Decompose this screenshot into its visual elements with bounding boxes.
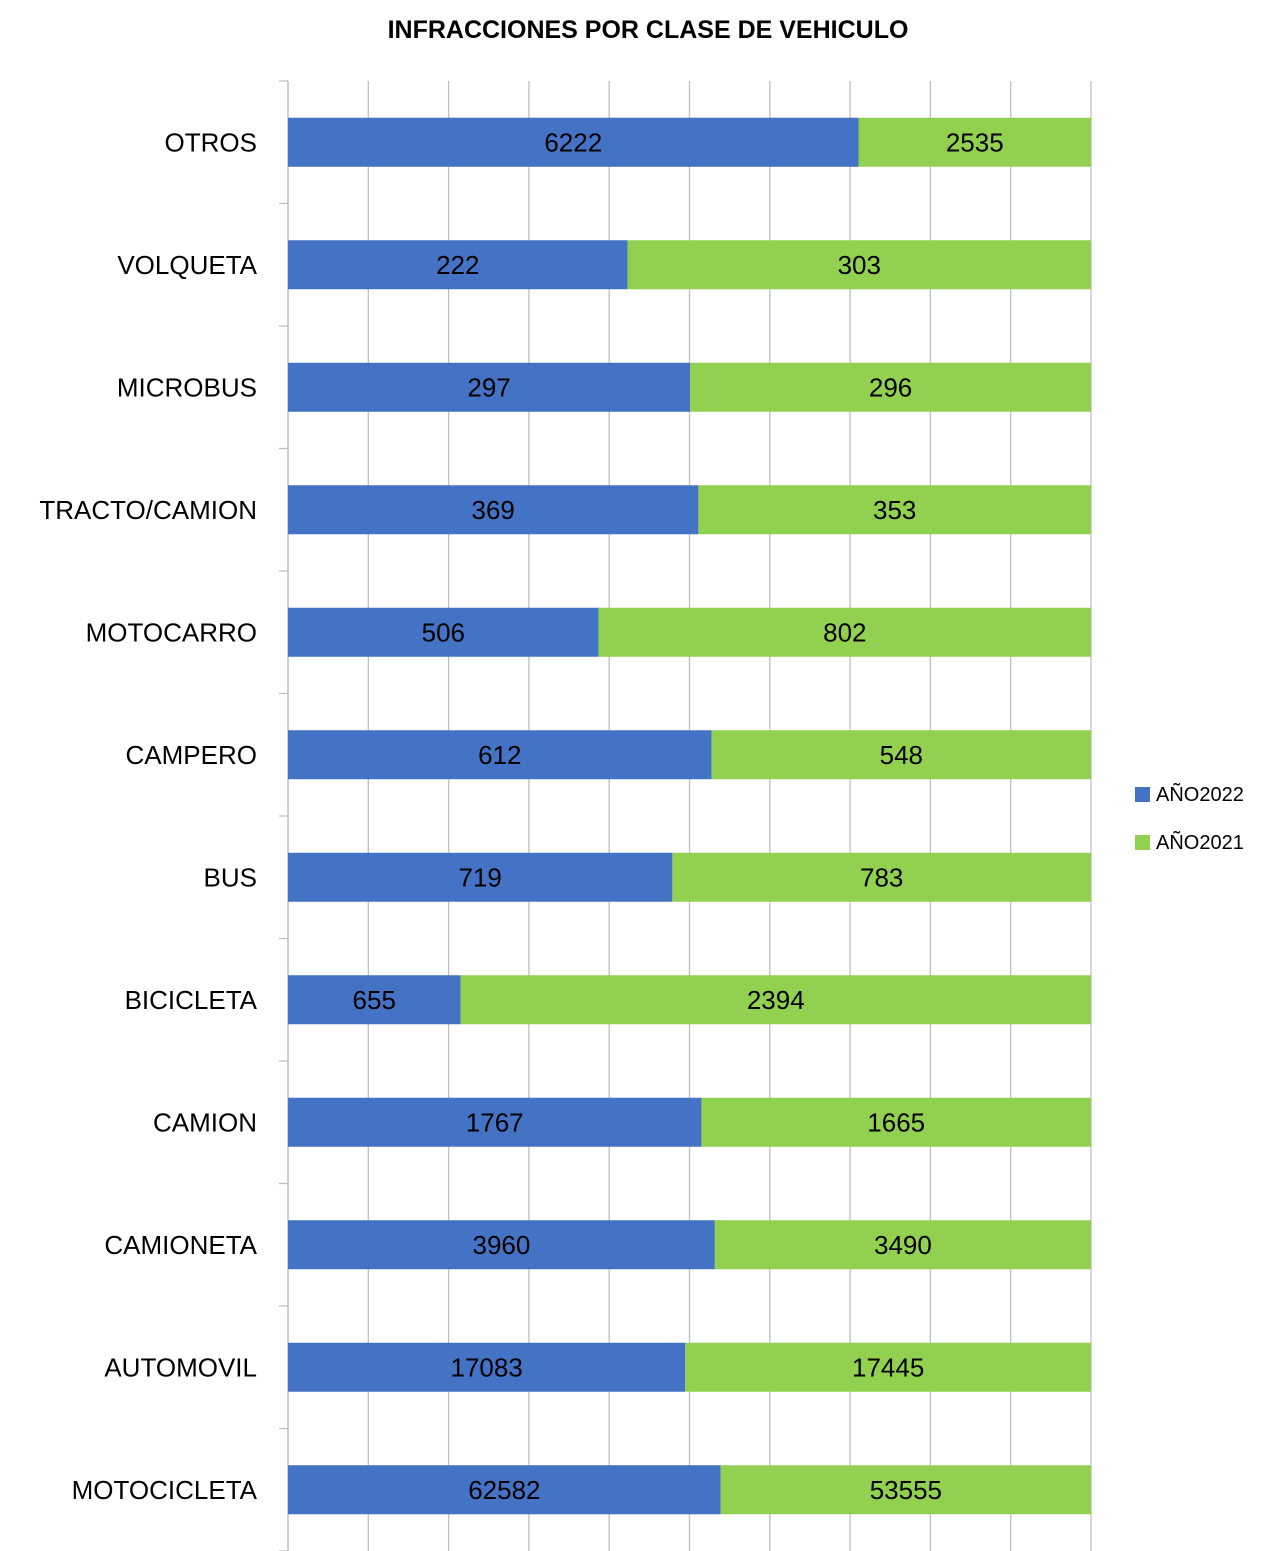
bar-segment bbox=[690, 362, 1091, 412]
category-label: MOTOCICLETA bbox=[72, 1475, 258, 1505]
category-label: CAMION bbox=[153, 1107, 257, 1137]
legend-label: AÑO2022 bbox=[1156, 782, 1244, 806]
data-label: 3490 bbox=[874, 1230, 932, 1260]
bar-segment bbox=[672, 852, 1091, 902]
category-label: AUTOMOVIL bbox=[104, 1352, 257, 1382]
bar-segment bbox=[711, 730, 1091, 780]
bar-segment bbox=[288, 1342, 686, 1392]
bar-segment bbox=[685, 1342, 1091, 1392]
bar-segment bbox=[288, 975, 461, 1025]
labels-layer: 6222 2535 OTROS 222 303 VOLQUETA 297 296 MICROBU… bbox=[39, 127, 1003, 1505]
category-label: CAMPERO bbox=[126, 740, 257, 770]
category-label: BICICLETA bbox=[125, 985, 258, 1015]
data-label: 53555 bbox=[870, 1475, 942, 1505]
data-label: 62582 bbox=[468, 1475, 540, 1505]
data-label: 1767 bbox=[466, 1107, 524, 1137]
legend-label: AÑO2021 bbox=[1156, 830, 1244, 854]
data-label: 1665 bbox=[867, 1107, 925, 1137]
chart-title: INFRACCIONES POR CLASE DE VEHICULO bbox=[388, 16, 909, 44]
bar-segment bbox=[288, 362, 691, 412]
data-label: 612 bbox=[478, 740, 521, 770]
data-label: 17083 bbox=[450, 1352, 522, 1382]
bar-segment bbox=[288, 852, 673, 902]
legend: AÑO2022 AÑO2021 bbox=[1135, 782, 1244, 854]
data-label: 369 bbox=[472, 495, 515, 525]
data-label: 303 bbox=[838, 250, 881, 280]
bars-layer bbox=[288, 117, 1091, 1515]
bar-segment bbox=[598, 607, 1091, 657]
bar-segment bbox=[720, 1465, 1091, 1515]
data-label: 2394 bbox=[747, 985, 805, 1015]
bar-segment bbox=[288, 1097, 702, 1147]
category-label: MOTOCARRO bbox=[86, 617, 257, 647]
category-label: BUS bbox=[204, 862, 257, 892]
data-label: 222 bbox=[436, 250, 479, 280]
data-label: 353 bbox=[873, 495, 916, 525]
data-label: 297 bbox=[467, 372, 510, 402]
bar-segment bbox=[698, 485, 1091, 535]
category-label: MICROBUS bbox=[117, 372, 257, 402]
bar-segment bbox=[858, 117, 1091, 167]
bar-segment bbox=[627, 240, 1091, 290]
legend-swatch bbox=[1135, 787, 1150, 802]
bar-segment bbox=[288, 730, 712, 780]
data-label: 548 bbox=[880, 740, 923, 770]
category-label: VOLQUETA bbox=[117, 250, 257, 280]
category-label: TRACTO/CAMION bbox=[39, 495, 257, 525]
bar-segment bbox=[288, 1465, 721, 1515]
data-label: 506 bbox=[422, 617, 465, 647]
bar-segment bbox=[288, 117, 859, 167]
bar-segment bbox=[288, 485, 699, 535]
bar-segment bbox=[714, 1220, 1091, 1270]
data-label: 3960 bbox=[472, 1230, 530, 1260]
bar-segment bbox=[288, 1220, 715, 1270]
bar-segment bbox=[288, 240, 628, 290]
data-label: 6222 bbox=[544, 127, 602, 157]
category-label: CAMIONETA bbox=[104, 1230, 257, 1260]
data-label: 655 bbox=[353, 985, 396, 1015]
data-label: 783 bbox=[860, 862, 903, 892]
legend-swatch bbox=[1135, 835, 1150, 850]
bar-segment bbox=[701, 1097, 1091, 1147]
data-label: 2535 bbox=[946, 127, 1004, 157]
data-label: 802 bbox=[823, 617, 866, 647]
bar-segment bbox=[288, 607, 599, 657]
gridlines bbox=[279, 80, 1092, 1551]
data-label: 17445 bbox=[852, 1352, 924, 1382]
category-label: OTROS bbox=[165, 127, 257, 157]
data-label: 296 bbox=[869, 372, 912, 402]
bar-segment bbox=[460, 975, 1091, 1025]
data-label: 719 bbox=[459, 862, 502, 892]
